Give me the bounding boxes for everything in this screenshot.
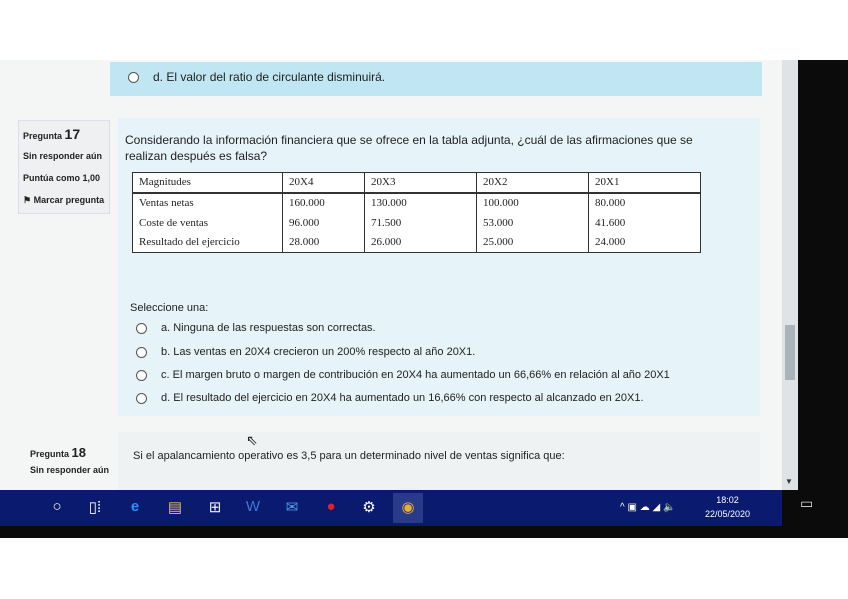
radio-button[interactable] bbox=[136, 322, 147, 334]
cell: 53.000 bbox=[476, 212, 589, 233]
flag-icon: ⚑ bbox=[23, 195, 34, 205]
cell: Resultado del ejercicio bbox=[132, 232, 283, 253]
chrome-icon[interactable]: ◉ bbox=[393, 493, 423, 523]
cell: 26.000 bbox=[364, 232, 477, 253]
notification-icon[interactable]: ▭ bbox=[800, 495, 814, 511]
table-row: Resultado del ejercicio 28.000 26.000 25.00… bbox=[132, 232, 701, 253]
date: 22/05/2020 bbox=[705, 509, 751, 519]
option-label: a. Ninguna de las respuestas son correct… bbox=[161, 322, 376, 334]
cell: 80.000 bbox=[588, 192, 701, 213]
option-d[interactable]: d. El resultado del ejercicio en 20X4 ha… bbox=[136, 392, 644, 404]
question-score: Puntúa como 1,00 bbox=[23, 173, 101, 183]
cell: Ventas netas bbox=[132, 192, 283, 213]
option-label: b. Las ventas en 20X4 crecieron un 200% … bbox=[161, 346, 476, 358]
table-header: 20X2 bbox=[476, 172, 589, 194]
scrollbar[interactable]: ▼ bbox=[782, 60, 798, 490]
table-row: Ventas netas 160.000 130.000 100.000 80.000 bbox=[132, 192, 701, 213]
store-icon[interactable]: ⊞ bbox=[208, 499, 222, 516]
option-label: d. El valor del ratio de circulante dism… bbox=[153, 70, 386, 84]
clock[interactable]: 18:02 22/05/2020 bbox=[705, 493, 750, 521]
question-text: Considerando la información financiera q… bbox=[125, 133, 693, 163]
task-view-icon[interactable]: ▯⁞ bbox=[88, 499, 102, 516]
browser-viewport: d. El valor del ratio de circulante dism… bbox=[0, 60, 782, 490]
app-icon[interactable]: ● bbox=[326, 498, 336, 515]
cell: 96.000 bbox=[282, 212, 365, 233]
cell: 25.000 bbox=[476, 232, 589, 253]
flag-label: Marcar pregunta bbox=[33, 195, 105, 205]
cell: 160.000 bbox=[282, 192, 365, 213]
cell: Coste de ventas bbox=[132, 212, 283, 233]
settings-icon[interactable]: ⚙ bbox=[362, 499, 376, 516]
select-label: Seleccione una: bbox=[130, 302, 209, 314]
table-header: 20X4 bbox=[282, 172, 365, 194]
radio-button[interactable] bbox=[136, 346, 147, 358]
financial-table: Magnitudes 20X4 20X3 20X2 20X1 Ventas netas 1… bbox=[132, 172, 701, 253]
taskbar: ○ ▯⁞ e ▤ ⊞ W ✉ ● ⚙ ◉ ^ ▣ ☁ ◢ 🔈 18:02 22/0… bbox=[0, 490, 782, 526]
option-label: c. El margen bruto o margen de contribuc… bbox=[161, 369, 670, 381]
question-17-box: Considerando la información financiera q… bbox=[118, 118, 760, 416]
cell: 100.000 bbox=[476, 192, 589, 213]
cell: 130.000 bbox=[364, 192, 477, 213]
time: 18:02 bbox=[716, 495, 739, 505]
table-row: Coste de ventas 96.000 71.500 53.000 41.600 bbox=[132, 212, 701, 233]
file-explorer-icon[interactable]: ▤ bbox=[167, 499, 183, 516]
cell: 71.500 bbox=[364, 212, 477, 233]
question-status: Sin responder aún bbox=[30, 465, 110, 475]
mouse-cursor-icon: ⇖ bbox=[246, 432, 258, 448]
option-b[interactable]: b. Las ventas en 20X4 crecieron un 200% … bbox=[136, 346, 475, 358]
option-a[interactable]: a. Ninguna de las respuestas son correct… bbox=[136, 322, 376, 334]
question-number: 18 bbox=[71, 445, 86, 460]
question-label: Pregunta bbox=[30, 449, 70, 459]
question-info-18: Pregunta 18 Sin responder aún bbox=[30, 445, 109, 478]
cell: 24.000 bbox=[588, 232, 701, 253]
table-header: 20X1 bbox=[588, 172, 701, 194]
word-icon[interactable]: W bbox=[245, 498, 261, 515]
radio-button[interactable] bbox=[136, 392, 147, 404]
radio-button[interactable] bbox=[128, 72, 139, 84]
question-18-box bbox=[118, 432, 760, 490]
previous-answer-option[interactable]: d. El valor del ratio de circulante dism… bbox=[110, 62, 762, 96]
table-header: 20X3 bbox=[364, 172, 477, 194]
table-header: Magnitudes bbox=[132, 172, 283, 194]
option-label: d. El resultado del ejercicio en 20X4 ha… bbox=[161, 392, 644, 404]
edge-icon[interactable]: e bbox=[130, 498, 140, 515]
scrollbar-thumb[interactable] bbox=[785, 325, 795, 380]
mail-icon[interactable]: ✉ bbox=[285, 499, 299, 516]
scroll-down-icon[interactable]: ▼ bbox=[785, 477, 793, 486]
option-c[interactable]: c. El margen bruto o margen de contribuc… bbox=[136, 369, 670, 381]
question-status: Sin responder aún bbox=[23, 151, 103, 161]
system-tray-icons[interactable]: ^ ▣ ☁ ◢ 🔈 bbox=[620, 502, 676, 513]
question-number: 17 bbox=[64, 126, 81, 142]
question-label: Pregunta bbox=[23, 131, 63, 141]
radio-button[interactable] bbox=[136, 369, 147, 381]
cell: 41.600 bbox=[588, 212, 701, 233]
flag-question-link[interactable]: ⚑ Marcar pregunta bbox=[23, 193, 105, 207]
question-text: Si el apalancamiento operativo es 3,5 pa… bbox=[133, 450, 565, 462]
cortana-icon[interactable]: ○ bbox=[52, 498, 62, 515]
cell: 28.000 bbox=[282, 232, 365, 253]
question-info-17: Pregunta 17 Sin responder aún Puntúa com… bbox=[18, 120, 110, 214]
